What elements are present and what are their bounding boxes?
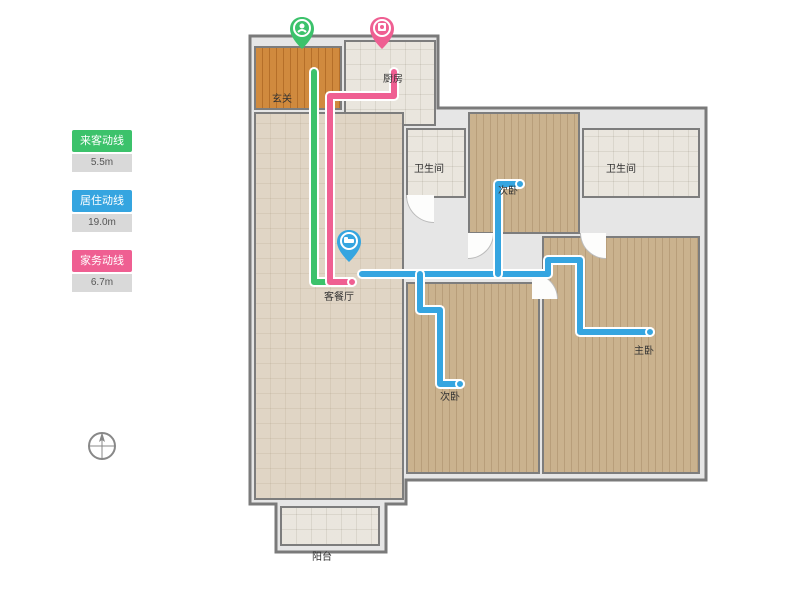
legend-value: 6.7m (72, 274, 132, 292)
room-bath2 (582, 128, 700, 198)
room-label-bed_master: 主卧 (634, 342, 654, 357)
compass-icon (86, 430, 118, 462)
legend-label: 居住动线 (72, 190, 132, 212)
room-label-living: 客餐厅 (324, 288, 354, 303)
room-label-kitchen: 厨房 (383, 70, 403, 85)
floorplan-shell: 玄关厨房卫生间卫生间次卧客餐厅次卧主卧阳台 (220, 35, 725, 560)
room-bed_master (542, 236, 700, 474)
legend-value: 5.5m (72, 154, 132, 172)
room-bed_ne (468, 112, 580, 234)
room-label-balcony: 阳台 (312, 548, 332, 563)
door-arc (406, 195, 434, 223)
room-label-bath1: 卫生间 (414, 160, 444, 175)
room-label-bed_ne: 次卧 (498, 182, 518, 197)
legend-label: 家务动线 (72, 250, 132, 272)
legend-item-resident: 居住动线 19.0m (72, 190, 132, 232)
room-label-bed_sw: 次卧 (440, 388, 460, 403)
room-bed_sw (406, 282, 540, 474)
flow-legend: 来客动线 5.5m 居住动线 19.0m 家务动线 6.7m (72, 130, 132, 310)
room-label-bath2: 卫生间 (606, 160, 636, 175)
legend-value: 19.0m (72, 214, 132, 232)
room-entrance (254, 46, 342, 110)
legend-item-chores: 家务动线 6.7m (72, 250, 132, 292)
visitor-marker-icon (290, 17, 314, 49)
door-arc (468, 233, 494, 259)
legend-label: 来客动线 (72, 130, 132, 152)
room-living (254, 112, 404, 500)
room-balcony (280, 506, 380, 546)
room-label-entrance: 玄关 (272, 90, 292, 105)
legend-item-visitor: 来客动线 5.5m (72, 130, 132, 172)
